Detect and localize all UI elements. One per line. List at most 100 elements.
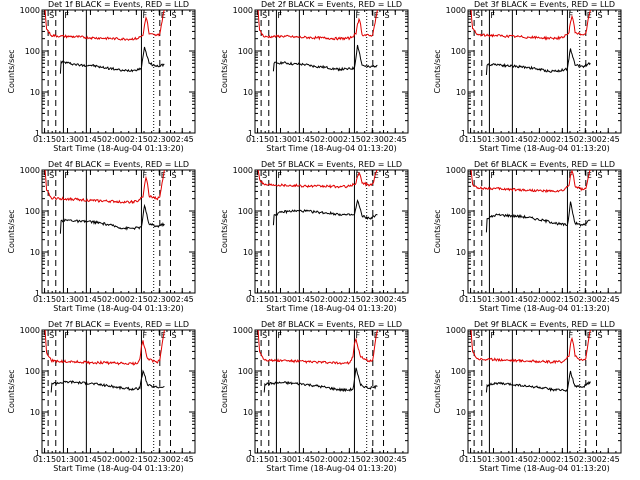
x-axis-label: Start Time (18-Aug-04 01:13:20) xyxy=(266,304,397,313)
panel-title: Det 1f BLACK = Events, RED = LLD xyxy=(48,0,189,9)
x-tick-label: 02:00 xyxy=(315,295,338,304)
x-tick-label: 01:15 xyxy=(33,295,56,304)
y-axis-label: Counts/sec xyxy=(7,369,16,413)
x-tick-label: 01:45 xyxy=(505,455,528,464)
x-tick-label: 02:15 xyxy=(125,295,148,304)
y-tick-label: 100 xyxy=(451,47,466,56)
y-tick-label: 10 xyxy=(30,248,40,257)
x-axis-label: Start Time (18-Aug-04 01:13:20) xyxy=(479,144,610,153)
series-lld-line xyxy=(44,329,165,366)
x-tick-label: 02:15 xyxy=(338,135,361,144)
x-tick-label: 01:15 xyxy=(246,135,269,144)
y-tick-label: 100 xyxy=(238,47,253,56)
series-events-line xyxy=(272,198,378,226)
event-marker-label: S xyxy=(172,11,177,20)
x-tick-label: 02:15 xyxy=(551,135,574,144)
x-tick-label: 01:30 xyxy=(56,295,79,304)
x-tick-label: 01:45 xyxy=(505,135,528,144)
x-tick-label: 02:45 xyxy=(597,455,620,464)
series-events-line xyxy=(485,48,591,76)
plot-frame xyxy=(467,9,622,134)
y-tick-label: 1000 xyxy=(20,166,40,175)
event-marker-label: F xyxy=(277,11,282,20)
x-tick-label: 01:30 xyxy=(482,455,505,464)
event-marker-label: S xyxy=(172,331,177,340)
event-marker-label: S xyxy=(385,171,390,180)
series-events-line xyxy=(272,44,378,72)
y-axis-label: Counts/sec xyxy=(433,369,442,413)
y-axis-label: Counts/sec xyxy=(220,369,229,413)
x-tick-label: 02:30 xyxy=(361,135,384,144)
plot-frame xyxy=(467,329,622,454)
x-tick-label: 01:30 xyxy=(56,455,79,464)
x-tick-label: 02:30 xyxy=(148,295,171,304)
x-tick-label: 02:30 xyxy=(361,295,384,304)
event-marker-label: S xyxy=(49,171,54,180)
y-tick-label: 1 xyxy=(248,449,253,458)
detector-panel-9: Det 9f BLACK = Events, RED = LLD 1 10 100 10… xyxy=(433,320,622,473)
x-tick-label: 01:45 xyxy=(79,295,102,304)
x-tick-label: 02:15 xyxy=(338,295,361,304)
event-marker-label: F xyxy=(568,331,573,340)
y-tick-label: 10 xyxy=(456,408,466,417)
x-tick-label: 01:15 xyxy=(246,295,269,304)
x-tick-label: 02:00 xyxy=(528,135,551,144)
series-events-line xyxy=(485,370,591,393)
event-marker-label: E xyxy=(587,171,592,180)
series-lld-line xyxy=(257,169,378,189)
detector-panel-8: Det 8f BLACK = Events, RED = LLD 1 10 100 10… xyxy=(220,320,409,473)
y-tick-label: 100 xyxy=(238,207,253,216)
x-axis-label: Start Time (18-Aug-04 01:13:20) xyxy=(53,464,184,473)
event-marker-label: F xyxy=(490,11,495,20)
event-marker-label: S xyxy=(385,331,390,340)
x-tick-label: 02:00 xyxy=(102,295,125,304)
panel-title: Det 3f BLACK = Events, RED = LLD xyxy=(474,0,615,9)
event-marker-label: F xyxy=(490,171,495,180)
event-marker-label: S xyxy=(475,171,480,180)
x-tick-label: 02:15 xyxy=(125,135,148,144)
event-marker-label: F xyxy=(277,331,282,340)
panel-title: Det 9f BLACK = Events, RED = LLD xyxy=(474,320,615,329)
x-tick-label: 02:00 xyxy=(102,455,125,464)
plot-frame xyxy=(41,329,196,454)
y-axis-label: Counts/sec xyxy=(433,49,442,93)
y-tick-label: 100 xyxy=(25,207,40,216)
event-marker-label: S xyxy=(475,331,480,340)
x-tick-label: 02:30 xyxy=(148,455,171,464)
detector-panel-6: Det 6f BLACK = Events, RED = LLD 1 10 100 10… xyxy=(433,160,622,313)
detector-panel-5: Det 5f BLACK = Events, RED = LLD 1 10 100 10… xyxy=(220,160,409,313)
panel-title: Det 5f BLACK = Events, RED = LLD xyxy=(261,160,402,169)
x-tick-label: 01:15 xyxy=(33,455,56,464)
event-marker-label: S xyxy=(262,171,267,180)
y-tick-label: 1000 xyxy=(446,326,466,335)
event-marker-label: S xyxy=(598,331,603,340)
x-tick-label: 01:45 xyxy=(79,455,102,464)
plot-frame xyxy=(41,9,196,134)
series-lld-line xyxy=(257,9,378,41)
series-events-line xyxy=(263,367,378,393)
x-axis-label: Start Time (18-Aug-04 01:13:20) xyxy=(479,304,610,313)
series-lld-line xyxy=(44,9,165,41)
x-tick-label: 01:45 xyxy=(79,135,102,144)
y-tick-label: 1 xyxy=(461,289,466,298)
x-tick-label: 02:15 xyxy=(551,295,574,304)
panel-title: Det 4f BLACK = Events, RED = LLD xyxy=(48,160,189,169)
x-tick-label: 01:15 xyxy=(459,135,482,144)
x-tick-label: 02:30 xyxy=(574,455,597,464)
panel-title: Det 6f BLACK = Events, RED = LLD xyxy=(474,160,615,169)
event-marker-label: F xyxy=(568,11,573,20)
y-tick-label: 100 xyxy=(238,367,253,376)
y-tick-label: 1000 xyxy=(233,6,253,15)
event-marker-label: S xyxy=(598,171,603,180)
detector-panel-2: Det 2f BLACK = Events, RED = LLD 1 10 100 10… xyxy=(220,0,409,153)
x-axis-label: Start Time (18-Aug-04 01:13:20) xyxy=(266,144,397,153)
panel-title: Det 7f BLACK = Events, RED = LLD xyxy=(48,320,189,329)
x-tick-label: 01:15 xyxy=(459,295,482,304)
x-tick-label: 02:45 xyxy=(597,295,620,304)
x-tick-label: 02:45 xyxy=(171,135,194,144)
x-tick-label: 02:00 xyxy=(315,135,338,144)
x-tick-label: 02:45 xyxy=(171,455,194,464)
x-tick-label: 01:30 xyxy=(269,295,292,304)
y-tick-label: 1 xyxy=(35,129,40,138)
